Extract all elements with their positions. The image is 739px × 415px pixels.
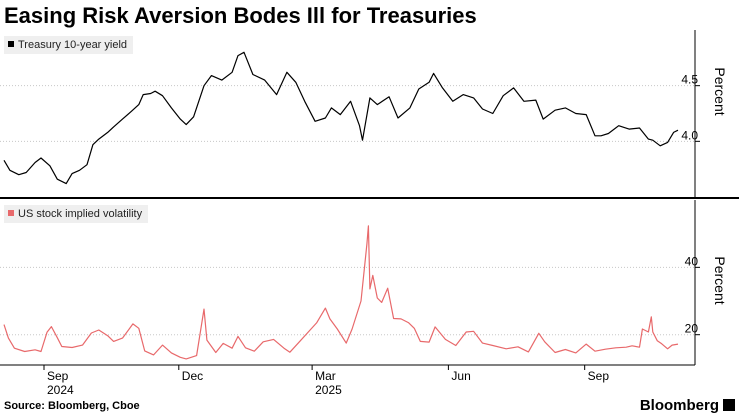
y-tick-label: 4.0 [681,128,698,142]
brand-logo-text: Bloomberg [639,397,719,414]
x-tick-label: Mar [315,369,336,383]
y-tick-label: 4.5 [681,73,698,87]
y-axis-title: Percent [712,67,728,115]
x-tick-label: Sep [588,369,610,383]
brand-icon [723,399,735,411]
x-year-label: 2024 [47,383,74,397]
legend-yield-label: Treasury 10-year yield [18,39,128,51]
series-lines [3,51,679,360]
series-line [3,225,679,360]
y-tick-label: 40 [685,254,699,268]
legend-volatility-swatch [8,210,14,216]
y-axis-title: Percent [712,256,728,304]
x-year-label: 2025 [315,383,342,397]
legend-yield-swatch [8,41,14,47]
source-note: Source: Bloomberg, Cboe [4,400,140,412]
x-tick-label: Sep [47,369,69,383]
x-tick-label: Jun [451,369,470,383]
legend-volatility: US stock implied volatility [4,205,149,223]
legend-yield: Treasury 10-year yield [4,36,134,54]
yield-gridlines [0,85,695,142]
x-tick-label: Dec [182,369,203,383]
series-line [3,51,679,185]
legend-volatility-label: US stock implied volatility [18,208,143,220]
axes [0,30,739,370]
chart-title: Easing Risk Aversion Bodes Ill for Treas… [4,3,477,28]
y-tick-label: 20 [685,322,699,336]
volatility-gridlines [0,266,695,336]
